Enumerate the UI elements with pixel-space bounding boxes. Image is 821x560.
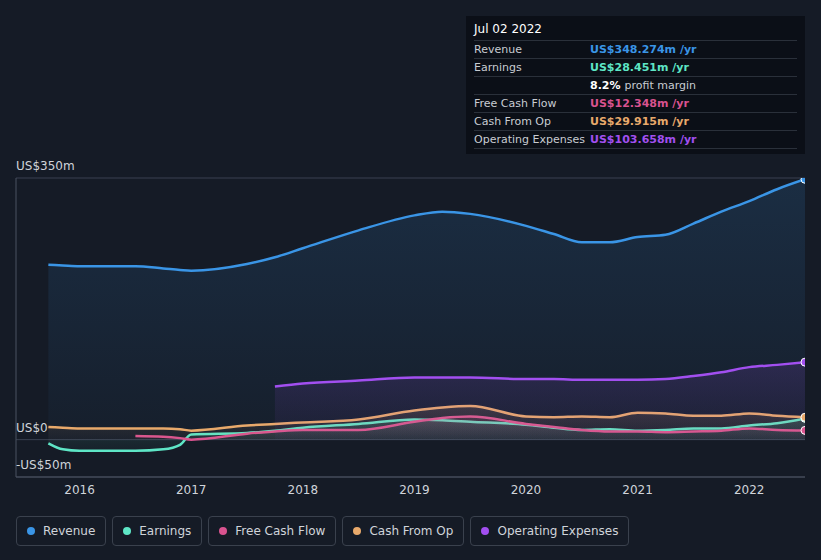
html-text:US$103.658m /yr: US$103.658m /yr	[590, 133, 697, 146]
html-text:Cash From Op: Cash From Op	[369, 524, 454, 538]
html-text:Earnings: Earnings	[474, 61, 522, 74]
html-text:Earnings: Earnings	[139, 524, 192, 538]
html-text:8.2% profit margin: 8.2% profit margin	[590, 79, 696, 92]
html-text:Revenue: Revenue	[474, 43, 522, 56]
html-text:Operating Expenses: Operating Expenses	[474, 133, 585, 146]
svg-text:2019: 2019	[399, 483, 430, 497]
svg-text:2017: 2017	[176, 483, 207, 497]
svg-text:2018: 2018	[288, 483, 319, 497]
html-text:US$348.274m /yr: US$348.274m /yr	[590, 43, 697, 56]
svg-text:-US$50m: -US$50m	[16, 458, 71, 472]
svg-text:2021: 2021	[622, 483, 653, 497]
html-text:Jul 02 2022: Jul 02 2022	[474, 22, 542, 36]
html-text:Free Cash Flow: Free Cash Flow	[235, 524, 326, 538]
html-text:US$28.451m /yr: US$28.451m /yr	[590, 61, 689, 74]
svg-text:US$350m: US$350m	[16, 159, 75, 173]
svg-text:2016: 2016	[64, 483, 95, 497]
svg-text:2022: 2022	[734, 483, 765, 497]
html-text:US$29.915m /yr: US$29.915m /yr	[590, 115, 689, 128]
html-text:Free Cash Flow: Free Cash Flow	[474, 97, 557, 110]
html-text:Revenue: Revenue	[43, 524, 96, 538]
html-text:Operating Expenses: Operating Expenses	[497, 524, 619, 538]
svg-text:US$0: US$0	[16, 421, 48, 435]
html-text:US$12.348m /yr: US$12.348m /yr	[590, 97, 689, 110]
svg-text:2020: 2020	[511, 483, 542, 497]
html-text:Cash From Op: Cash From Op	[474, 115, 551, 128]
